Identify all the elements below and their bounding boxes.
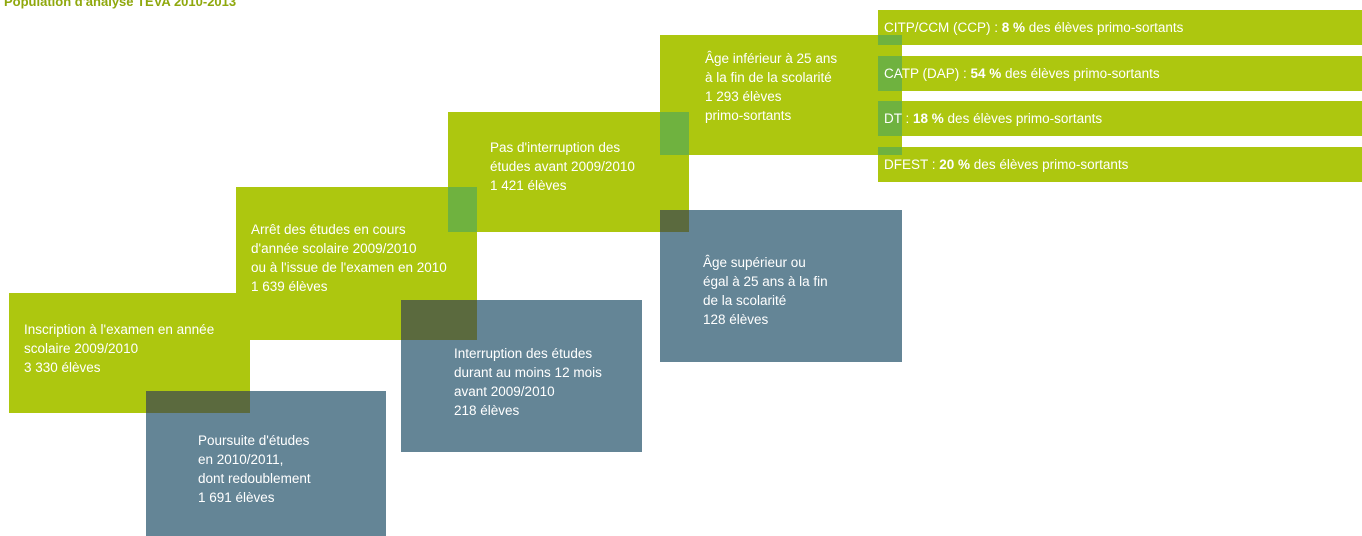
box-text: durant au moins 12 mois xyxy=(454,365,602,380)
strip-label: DT : xyxy=(884,111,913,126)
overlap xyxy=(448,187,477,232)
box-count: 1 691 élèves xyxy=(198,490,275,505)
strip-value: 54 % xyxy=(971,66,1002,81)
strip-text: CITP/CCM (CCP) : 8 % des élèves primo-so… xyxy=(884,20,1184,35)
box-text: Interruption des études xyxy=(454,346,592,361)
overlap xyxy=(660,112,689,155)
overlap xyxy=(878,147,902,155)
box-text: Âge inférieur à 25 ans xyxy=(705,51,837,66)
box xyxy=(146,391,386,536)
box-text: à la fin de la scolarité xyxy=(705,70,832,85)
strip-label: CATP (DAP) : xyxy=(884,66,971,81)
box-text: égal à 25 ans à la fin xyxy=(703,274,828,289)
strip-suffix: des élèves primo-sortants xyxy=(1025,20,1184,35)
box-text: d'année scolaire 2009/2010 xyxy=(251,241,416,256)
box-count: 128 élèves xyxy=(703,312,769,327)
box-text: de la scolarité xyxy=(703,293,786,308)
strip-label: CITP/CCM (CCP) : xyxy=(884,20,1002,35)
strip-text: DT : 18 % des élèves primo-sortants xyxy=(884,111,1102,126)
overlap xyxy=(878,101,902,136)
strip-suffix: des élèves primo-sortants xyxy=(970,157,1129,172)
box-count: 218 élèves xyxy=(454,403,520,418)
strip xyxy=(878,56,1362,91)
box-text: 1 293 élèves xyxy=(705,89,782,104)
overlap xyxy=(236,293,250,340)
box-text: Arrêt des études en cours xyxy=(251,222,406,237)
box xyxy=(660,35,902,155)
box-count: 3 330 élèves xyxy=(24,360,101,375)
overlap xyxy=(878,35,902,45)
box xyxy=(448,112,689,232)
strip xyxy=(878,10,1362,45)
strip xyxy=(878,147,1362,182)
box-text: Poursuite d'études xyxy=(198,433,310,448)
strip-value: 18 % xyxy=(913,111,944,126)
box-text: Pas d'interruption des xyxy=(490,140,620,155)
box-text: études avant 2009/2010 xyxy=(490,159,635,174)
strip xyxy=(878,101,1362,136)
strip-suffix: des élèves primo-sortants xyxy=(1001,66,1160,81)
box-text: Âge supérieur ou xyxy=(703,255,806,270)
strip-text: CATP (DAP) : 54 % des élèves primo-sorta… xyxy=(884,66,1160,81)
box-text: en 2010/2011, xyxy=(198,452,283,467)
overlap xyxy=(146,391,250,413)
box-text: avant 2009/2010 xyxy=(454,384,555,399)
strip-label: DFEST : xyxy=(884,157,939,172)
strip-value: 20 % xyxy=(939,157,970,172)
box-text: ou à l'issue de l'examen en 2010 xyxy=(251,260,447,275)
overlap xyxy=(401,300,477,340)
box-count: primo-sortants xyxy=(705,108,792,123)
strip-text: DFEST : 20 % des élèves primo-sortants xyxy=(884,157,1129,172)
overlap xyxy=(878,56,902,91)
strip-value: 8 % xyxy=(1002,20,1025,35)
strip-suffix: des élèves primo-sortants xyxy=(944,111,1103,126)
box-text: Inscription à l'examen en année xyxy=(24,322,214,337)
box-text: scolaire 2009/2010 xyxy=(24,341,138,356)
box-text: dont redoublement xyxy=(198,471,311,486)
box-count: 1 639 élèves xyxy=(251,279,328,294)
title: Population d'analyse TEVA 2010-2013 xyxy=(4,0,236,9)
box xyxy=(660,210,902,362)
box-count: 1 421 élèves xyxy=(490,178,567,193)
overlap xyxy=(660,210,689,232)
